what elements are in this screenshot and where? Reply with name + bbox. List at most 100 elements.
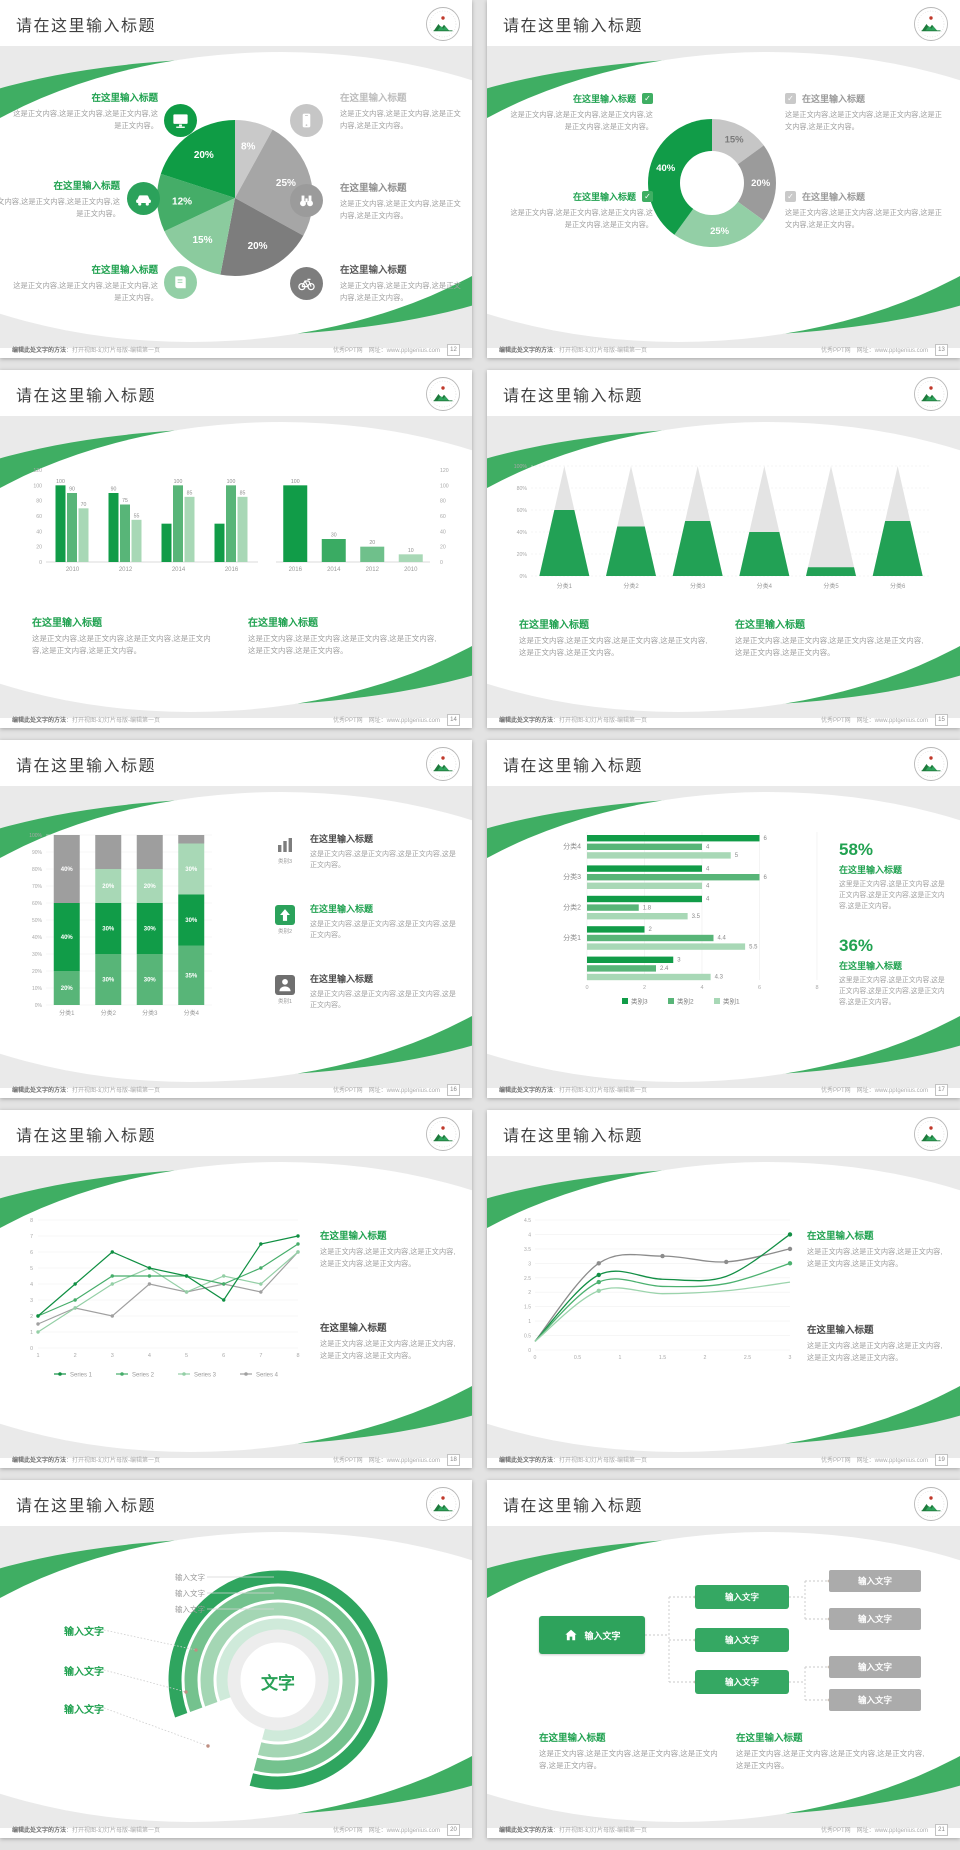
footer-instruction: 编辑此处文字的方法：打开视图-幻灯片母版-编辑第一页 [499, 718, 648, 724]
svg-text:20: 20 [36, 545, 42, 551]
svg-text:分类1: 分类1 [59, 1009, 75, 1017]
slide-page-14[interactable]: 请在这里输入标题 0 20 40 60 80 100 120 100 90 70 2010 90 75 5… [0, 370, 472, 728]
stat-value: 36% [839, 936, 874, 955]
section-title: 在这里输入标题 [91, 265, 158, 276]
svg-text:20%: 20% [517, 552, 528, 558]
section-title: 在这里输入标题 [539, 1733, 606, 1744]
slide-content: 15% 20% 25% 40% 在这里输入标题 ✓ 这是正文内容,这是正文内容,这是正文内容… [487, 0, 960, 358]
svg-text:类别2: 类别2 [677, 997, 694, 1006]
slide-title: 请在这里输入标题 [503, 18, 644, 35]
hbar [587, 926, 645, 933]
university-logo-emblem [914, 1487, 948, 1521]
svg-text:4.4: 4.4 [718, 936, 727, 942]
svg-text:4: 4 [528, 1232, 531, 1238]
stack-segment [95, 869, 122, 903]
svg-text:90: 90 [69, 487, 75, 493]
svg-text:6: 6 [30, 1250, 33, 1256]
page-number: 19 [935, 1453, 948, 1466]
radial-ring [168, 1570, 388, 1790]
slide-content: 8% 25% 20% 15% 12% 20% 在这里输入标题 这是正文内容,这是正文内容,这是… [0, 0, 472, 358]
text-block: 在这里输入标题 这是正文内容,这是正文内容,这是正文内容,这是正文内容,这是正文内… [736, 1730, 928, 1772]
smartphone-icon [302, 113, 311, 128]
cone-chart: 0% 20% 40% 60% 80% 100% 分类1 分类2 分类3 分类4 分类5 分类6 [514, 464, 931, 590]
svg-text:4: 4 [706, 884, 710, 890]
slide-page-12[interactable]: 请在这里输入标题 8% 25% 20% 15% 12% 20% 在这里输入标题 这是正文内容,… [0, 0, 472, 358]
svg-text:8: 8 [30, 1218, 33, 1224]
org-root-box: 输入文字 [539, 1616, 645, 1654]
university-logo [913, 6, 951, 44]
curve-chart: 0 0.5 1 1.5 2 2.5 3 3.5 4 4.5 0 0.5 1 1.5 2 2.5 3 [524, 1218, 793, 1361]
svg-text:40%: 40% [61, 935, 74, 941]
svg-text:分类3: 分类3 [563, 872, 581, 881]
footer-swoosh-decoration [0, 634, 472, 718]
university-logo [425, 376, 463, 414]
svg-text:分类3: 分类3 [690, 582, 706, 590]
slide-page-21[interactable]: 请在这里输入标题 输入文字 输入文字 输入文字 输入文字 输入文字 输入文字 输入文字 输入文… [487, 1480, 960, 1838]
radial-ring [184, 1586, 372, 1774]
section-title: 在这里输入标题 [53, 181, 120, 192]
org-leaf-box: 输入文字 [829, 1656, 921, 1678]
section-title: 在这里输入标题 [320, 1323, 387, 1334]
section-title: 在这里输入标题 [340, 265, 407, 276]
radial-center-label: 文字 [261, 1674, 295, 1693]
org-leaf-box: 输入文字 [829, 1570, 921, 1592]
section-title: 在这里输入标题 [807, 1231, 874, 1242]
svg-text:20%: 20% [144, 884, 157, 890]
text-block: 在这里输入标题 这是正文内容,这是正文内容,这是正文内容,这是正文内容,这是正文内… [735, 616, 930, 659]
university-logo-emblem [426, 1487, 460, 1521]
slide-page-18[interactable]: 请在这里输入标题 0 1 2 3 4 5 6 7 8 1 2 3 4 5 6 7 8 Series 1 Series… [0, 1110, 472, 1468]
org-leaf-label: 输入文字 [857, 1662, 892, 1672]
footer-site: 优秀PPT网 网址：www.pptgenius.com [332, 348, 440, 354]
footer-instruction: 编辑此处文字的方法：打开视图-幻灯片母版-编辑第一页 [499, 1828, 648, 1834]
footer-site: 优秀PPT网 网址：www.pptgenius.com [332, 1458, 440, 1464]
slide-page-16[interactable]: 请在这里输入标题 0% 10% 20% 30% 40% 50% 60% 70% 80% 90% 10… [0, 740, 472, 1098]
svg-text:20: 20 [440, 545, 446, 551]
radial-ring [200, 1602, 356, 1758]
bar [173, 485, 183, 562]
svg-text:30%: 30% [102, 927, 115, 933]
slide-page-19[interactable]: 请在这里输入标题 0 0.5 1 1.5 2 2.5 3 3.5 4 4.5 0 0.5 1 1.5 2 2.… [487, 1110, 960, 1468]
slide-page-20[interactable]: 请在这里输入标题 输入文字 输入文字 输入文字 输入文字 输入文字 输入文字 文字 编辑此处… [0, 1480, 472, 1838]
svg-text:6: 6 [764, 875, 768, 881]
slide-page-13[interactable]: 请在这里输入标题 15% 20% 25% 40% 在这里输入标题 ✓ 这是正文内容,这是正文… [487, 0, 960, 358]
footer-site: 优秀PPT网 网址：www.pptgenius.com [820, 1458, 928, 1464]
svg-text:8: 8 [815, 985, 818, 991]
checklist-item: 在这里输入标题 ✓ 这是正文内容,这是正文内容,这是正文内容,这是正文内容,这是正文… [510, 191, 653, 229]
hbar [587, 973, 711, 981]
line-series [37, 1235, 299, 1317]
hbar [587, 874, 760, 881]
university-logo-emblem [426, 7, 460, 41]
footer-swoosh-decoration [0, 264, 472, 348]
footer-site: 优秀PPT网 网址：www.pptgenius.com [332, 1828, 440, 1834]
section-title: 在这里输入标题 [572, 94, 636, 104]
pie-slice [157, 173, 235, 232]
stack-segment [95, 954, 122, 1005]
svg-text:Series 4: Series 4 [256, 1373, 279, 1379]
body-text: 这是正文内容,这是正文内容,这是正文内容,这是正文内容。 [310, 991, 456, 1010]
svg-text:2016: 2016 [225, 567, 239, 573]
bar [283, 485, 308, 562]
hbar-chart: 0 2 4 6 8 6 4 5 分类4 4 6 4 分类3 4 1.8 3.5 分类2 2 4.4 5.5 分类1 3 2.… [563, 832, 819, 1006]
svg-text:3: 3 [677, 958, 681, 964]
university-logo-emblem [914, 747, 948, 781]
slide-content: 0 2 4 6 8 6 4 5 分类4 4 6 4 分类3 4 1.8 3.5 分类2 2 4.4 5.5 分类1 3 2.… [487, 740, 960, 1098]
svg-text:1.8: 1.8 [643, 905, 652, 911]
section-title: 在这里输入标题 [320, 1231, 387, 1242]
body-text: 这是正文内容,这是正文内容,这是正文内容,这是正文内容。 [13, 109, 158, 130]
svg-text:20%: 20% [61, 986, 74, 992]
slide-page-15[interactable]: 请在这里输入标题 0% 20% 40% 60% 80% 100% 分类1 分类2 分类3 分类4 分… [487, 370, 960, 728]
radial-left-label: 输入文字 [64, 1705, 104, 1716]
legend-item: 类别2 [268, 905, 302, 935]
svg-text:分类4: 分类4 [563, 842, 581, 851]
svg-text:分类1: 分类1 [563, 933, 581, 942]
university-logo-emblem [914, 7, 948, 41]
page-number: 13 [935, 343, 948, 356]
legend-item: 类别1 [268, 975, 302, 1005]
svg-text:30%: 30% [144, 927, 157, 933]
slide-title: 请在这里输入标题 [16, 1128, 157, 1145]
slide-content: 输入文字 输入文字 输入文字 输入文字 输入文字 输入文字 文字 [0, 1480, 472, 1838]
org-leaf-box: 输入文字 [829, 1689, 921, 1711]
slide-page-17[interactable]: 请在这里输入标题 0 2 4 6 8 6 4 5 分类4 4 6 4 分类3 4 1.8 3.5 分类2 2 4.4… [487, 740, 960, 1098]
slide-title: 请在这里输入标题 [503, 1128, 644, 1145]
header-swoosh-decoration [487, 46, 960, 130]
